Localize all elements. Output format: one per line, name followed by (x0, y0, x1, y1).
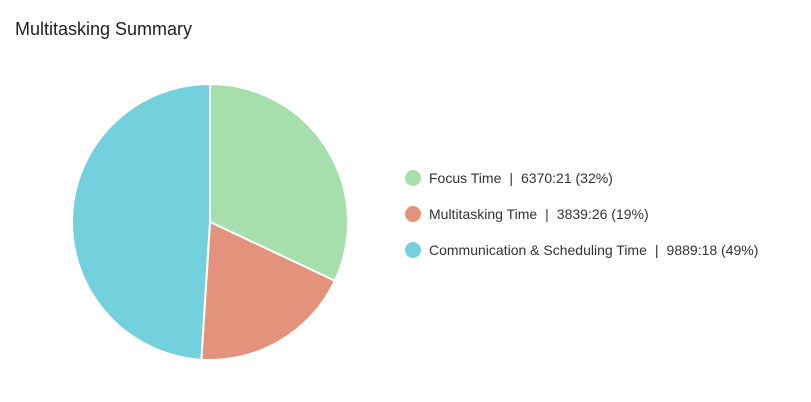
legend-value: 9889:18 (666, 242, 718, 258)
pie-chart (71, 82, 349, 361)
chart-title: Multitasking Summary (15, 19, 193, 39)
legend-item-communication-scheduling-time[interactable]: Communication & Scheduling Time | 9889:1… (405, 238, 758, 262)
legend-percent: (32%) (575, 170, 613, 186)
pie-slice-focus-time[interactable] (209, 82, 349, 283)
legend-swatch-communication-scheduling-time (405, 242, 421, 258)
legend-swatch-multitasking-time (405, 206, 421, 222)
legend-item-multitasking-time[interactable]: Multitasking Time | 3839:26 (19%) (405, 202, 758, 226)
legend-separator: | (545, 206, 549, 222)
chart-legend: Focus Time | 6370:21 (32%) Multitasking … (405, 166, 758, 274)
legend-percent: (49%) (721, 242, 759, 258)
legend-swatch-focus-time (405, 170, 421, 186)
pie-slice-multitasking-time[interactable] (200, 220, 337, 361)
legend-value: 6370:21 (521, 170, 572, 186)
legend-value: 3839:26 (556, 206, 608, 222)
legend-item-focus-time[interactable]: Focus Time | 6370:21 (32%) (405, 166, 758, 190)
legend-percent: (19%) (611, 206, 649, 222)
legend-label: Multitasking Time (429, 206, 538, 222)
pie-slice-communication-scheduling-time[interactable] (71, 82, 211, 361)
legend-separator: | (654, 242, 659, 258)
legend-separator: | (509, 170, 513, 186)
legend-label: Focus Time (429, 170, 502, 186)
legend-label: Communication & Scheduling Time (429, 242, 647, 258)
